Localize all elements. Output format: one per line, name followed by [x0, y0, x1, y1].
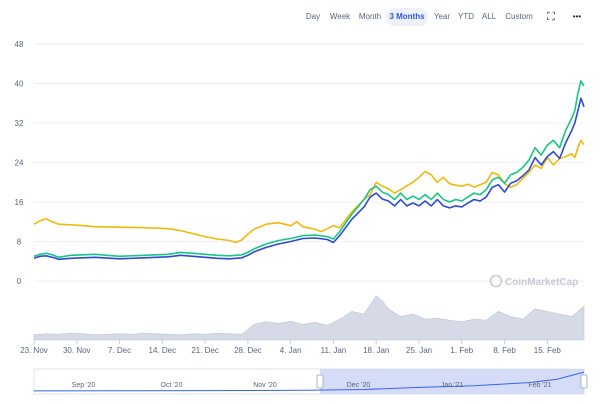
- grid-lines: [34, 43, 584, 282]
- navigator-handle-0[interactable]: [316, 374, 324, 389]
- y-axis-ticks: 0 8 16 24 32 40 48: [15, 40, 24, 286]
- x-tick-label-0: 23. Nov: [20, 346, 48, 355]
- range-ytd-button[interactable]: YTD: [458, 12, 474, 21]
- range-week-button[interactable]: Week: [329, 12, 351, 21]
- y-tick-label-0: 0: [17, 277, 22, 286]
- navigator-handle-1[interactable]: [580, 374, 588, 389]
- more-dots-icon[interactable]: •••: [572, 12, 582, 21]
- x-tick-label-12: 15. Feb: [534, 346, 562, 355]
- x-tick-label-11: 8. Feb: [493, 346, 516, 355]
- price-line-0: [33, 139, 585, 244]
- range-year-button[interactable]: Year: [433, 12, 451, 21]
- expand-icon[interactable]: ⛶: [547, 11, 555, 23]
- y-tick-label-1: 8: [17, 238, 22, 247]
- range-day-button[interactable]: Day: [305, 12, 321, 21]
- coinmarketcap-logo: [489, 274, 503, 288]
- price-line-1: [33, 80, 585, 259]
- range-all-button[interactable]: ALL: [481, 12, 497, 21]
- x-tick-label-5: 28. Dec: [234, 346, 262, 355]
- navigator-label-1: Oct '20: [161, 382, 183, 389]
- watermark: CoinMarketCap: [489, 274, 578, 288]
- volume-area: [33, 295, 585, 341]
- x-tick-label-7: 11. Jan: [321, 346, 347, 355]
- price-line-2: [33, 97, 585, 261]
- x-tick-label-6: 4. Jan: [280, 346, 302, 355]
- chart-toolbar: Day Week Month 3 Months Year YTD ALL Cus…: [300, 8, 592, 28]
- volume-area-path: [33, 295, 585, 341]
- range-custom-button[interactable]: Custom: [505, 12, 533, 21]
- range-3months-button[interactable]: 3 Months: [386, 8, 428, 26]
- x-tick-label-9: 25. Jan: [406, 346, 432, 355]
- x-tick-label-4: 21. Dec: [191, 346, 219, 355]
- navigator-label-5: Feb '21: [528, 382, 551, 389]
- navigator-label-3: Dec '20: [347, 382, 371, 389]
- price-series: [33, 80, 585, 261]
- x-tick-label-8: 18. Jan: [363, 346, 389, 355]
- y-tick-label-3: 24: [15, 159, 24, 168]
- navigator-label-0: Sep '20: [72, 382, 96, 389]
- y-tick-label-5: 40: [15, 80, 24, 89]
- navigator-label-2: Nov '20: [253, 382, 277, 389]
- navigator-line: [33, 371, 585, 392]
- range-month-button[interactable]: Month: [358, 12, 382, 21]
- x-axis-ticks: 23. Nov 30. Nov 7. Dec 14. Dec 21. Dec 28. De…: [20, 340, 561, 355]
- x-tick-label-2: 7. Dec: [108, 346, 131, 355]
- y-tick-label-4: 32: [15, 119, 24, 128]
- range-navigator: Sep '20 Oct '20 Nov '20 Dec '20 Jan '21 Feb '…: [33, 368, 588, 395]
- x-tick-label-1: 30. Nov: [63, 346, 91, 355]
- y-tick-label-6: 48: [15, 40, 24, 49]
- x-tick-label-10: 1. Feb: [450, 346, 473, 355]
- y-tick-label-2: 16: [15, 198, 24, 207]
- x-tick-label-3: 14. Dec: [149, 346, 177, 355]
- watermark-text: CoinMarketCap: [505, 277, 578, 288]
- navigator-label-4: Jan '21: [441, 382, 463, 389]
